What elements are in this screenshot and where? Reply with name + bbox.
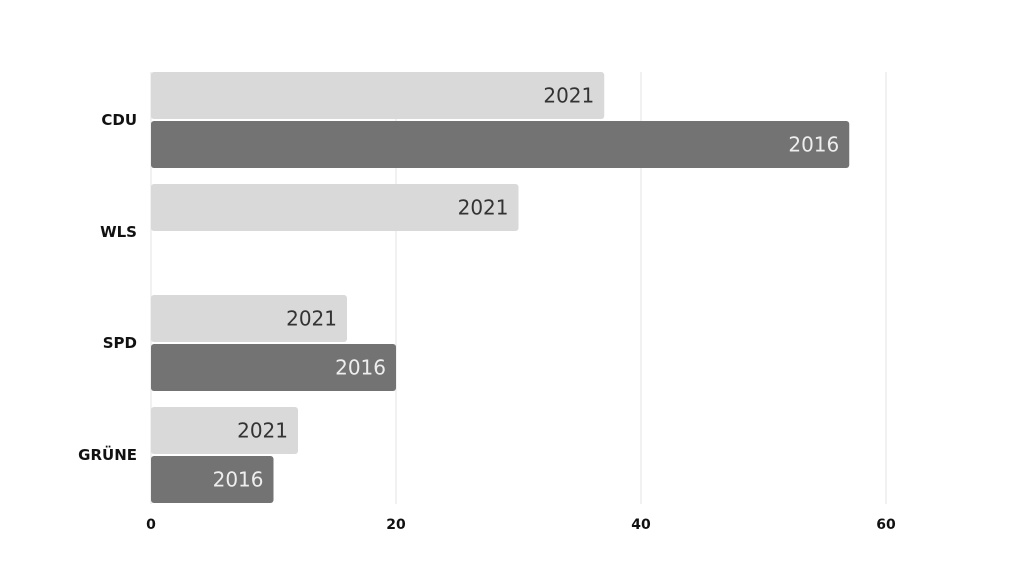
- x-tick-label: 40: [631, 517, 651, 533]
- bar-label: 2016: [788, 133, 839, 157]
- category-label: GRÜNE: [78, 445, 137, 464]
- bar-label: 2021: [286, 307, 337, 331]
- bar-2021-cdu: [151, 72, 605, 119]
- bar-label: 2021: [458, 196, 509, 220]
- x-tick-label: 60: [876, 517, 896, 533]
- bar-label: 2016: [335, 356, 386, 380]
- bars: 2021 2016 2021 2021 2016 2021 2016: [151, 72, 850, 503]
- bar-label: 2021: [543, 84, 594, 108]
- category-label: WLS: [100, 223, 137, 241]
- bar-label: 2021: [237, 419, 288, 443]
- bar-2016-grüne: [151, 456, 274, 503]
- bar-2021-spd: [151, 295, 347, 342]
- x-tick-label: 0: [146, 517, 156, 533]
- x-axis-ticks: 0 20 40 60: [146, 517, 896, 533]
- bar-2021-grüne: [151, 407, 298, 454]
- bar-label: 2016: [213, 468, 264, 492]
- x-tick-label: 20: [386, 517, 406, 533]
- bar-2016-cdu: [151, 121, 850, 168]
- category-label: CDU: [101, 111, 137, 129]
- bar-2016-spd: [151, 344, 396, 391]
- category-labels: CDU WLS SPD GRÜNE: [78, 111, 137, 464]
- bar-2021-wls: [151, 184, 519, 231]
- category-label: SPD: [103, 334, 137, 352]
